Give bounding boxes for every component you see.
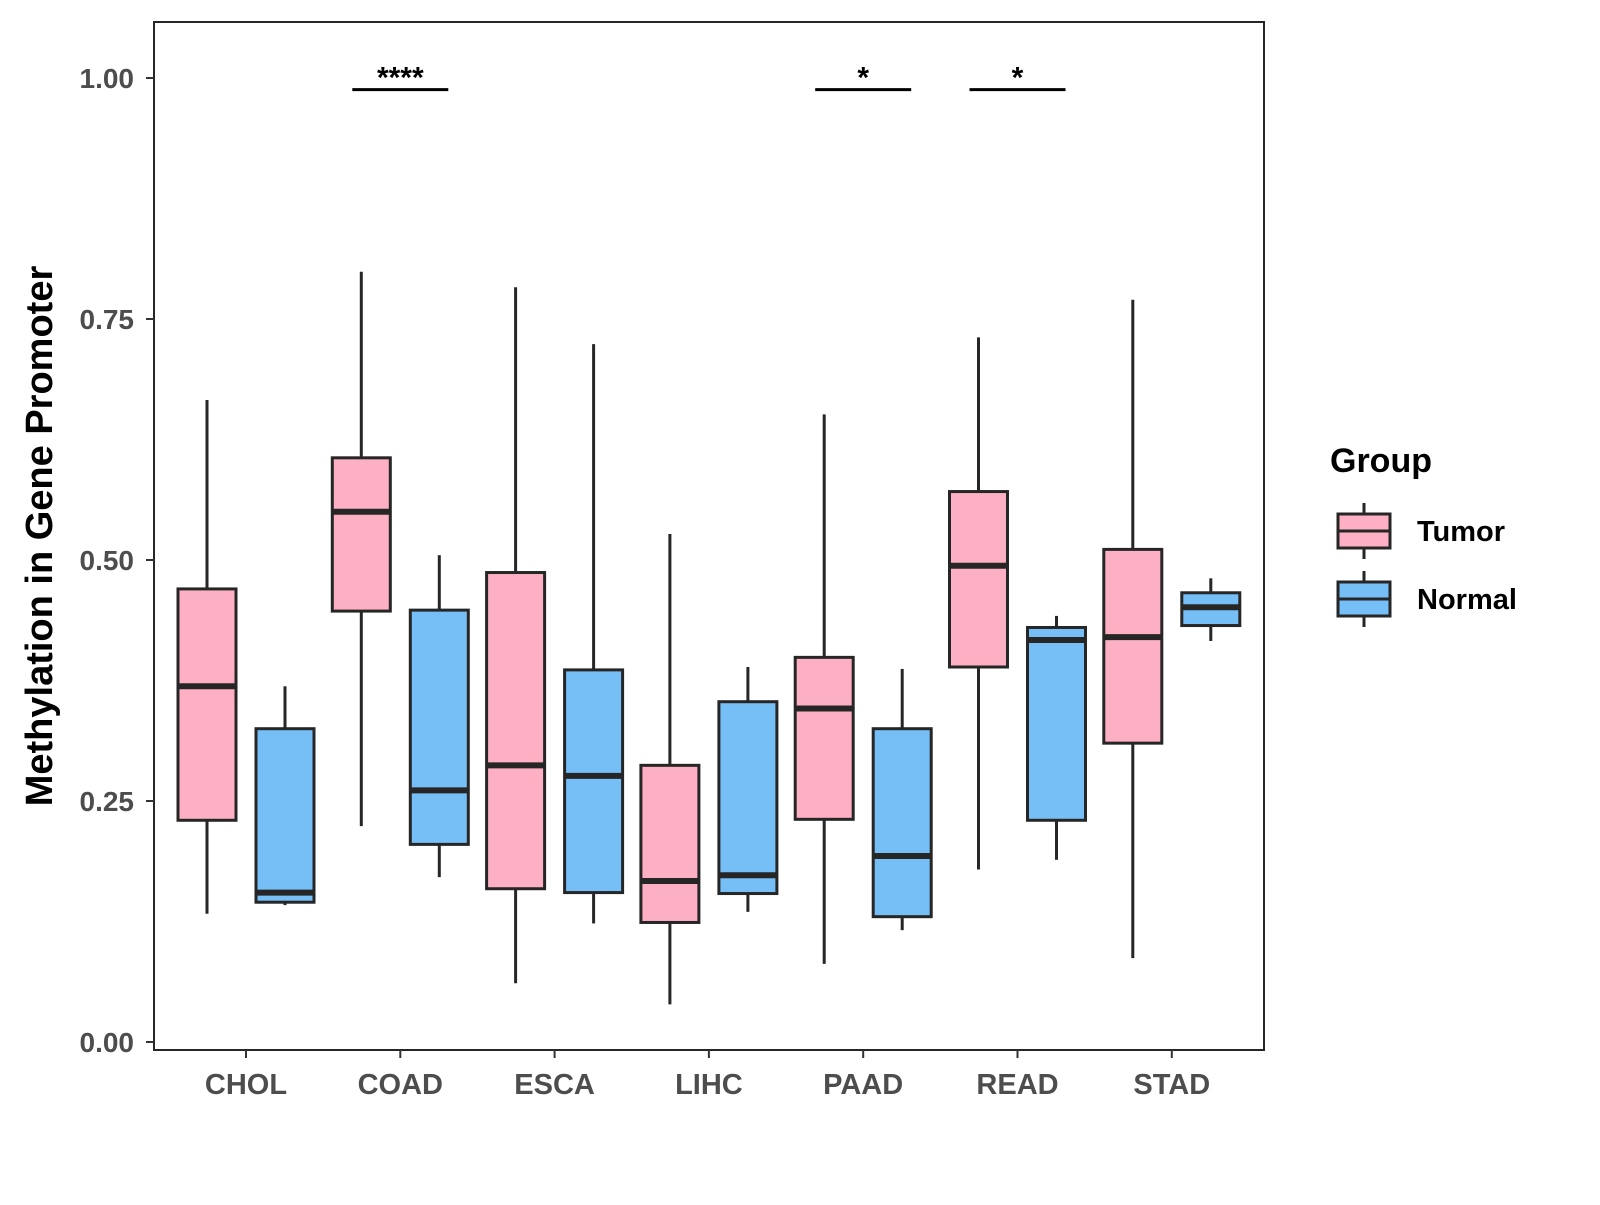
x-tick-label: PAAD xyxy=(823,1069,903,1101)
legend-title: Group xyxy=(1330,442,1432,480)
significance-label: * xyxy=(857,62,869,95)
x-tick-label: STAD xyxy=(1133,1069,1210,1101)
box-tumor-stad xyxy=(1102,299,1164,959)
box-iqr xyxy=(1102,547,1164,745)
y-tick-label: 0.00 xyxy=(80,1027,135,1058)
box-iqr xyxy=(793,655,855,821)
box-iqr xyxy=(717,700,779,896)
boxes xyxy=(176,271,1242,1005)
legend-label: Tumor xyxy=(1417,516,1505,548)
significance-label: * xyxy=(1012,62,1024,95)
box-tumor-coad xyxy=(330,271,392,827)
box-normal-stad xyxy=(1180,578,1242,641)
box-iqr xyxy=(485,571,547,891)
box-normal-read xyxy=(1026,615,1087,860)
x-axis: CHOL COAD ESCA LIHC PAAD READ STAD xyxy=(205,1050,1210,1101)
legend-item-tumor: Tumor xyxy=(1336,503,1505,559)
box-normal-chol xyxy=(254,686,316,906)
x-tick-label: COAD xyxy=(358,1069,443,1101)
box-tumor-chol xyxy=(176,399,238,914)
box-tumor-esca xyxy=(485,287,547,984)
legend: Group Tumor Normal xyxy=(1330,442,1517,627)
y-axis-label: Methylation in Gene Promoter xyxy=(19,266,61,807)
box-normal-coad xyxy=(408,555,470,878)
x-tick-label: CHOL xyxy=(205,1069,287,1101)
y-axis: 0.00 0.25 0.50 0.75 1.00 xyxy=(80,63,154,1058)
box-iqr xyxy=(254,727,316,904)
y-tick-label: 0.25 xyxy=(80,786,135,817)
box-iqr xyxy=(563,668,625,895)
box-normal-paad xyxy=(871,668,933,931)
box-tumor-paad xyxy=(793,414,855,964)
significance-annotations: **** * * xyxy=(352,62,1066,95)
box-iqr xyxy=(176,587,238,822)
box-tumor-read xyxy=(948,337,1009,870)
legend-label: Normal xyxy=(1417,584,1517,616)
box-iqr xyxy=(330,456,392,613)
box-iqr xyxy=(639,763,701,924)
y-tick-label: 0.75 xyxy=(80,304,135,335)
box-iqr xyxy=(871,727,933,919)
plot-panel xyxy=(153,21,1265,1051)
y-tick-label: 1.00 xyxy=(80,63,135,94)
box-tumor-lihc xyxy=(639,533,701,1005)
box-iqr xyxy=(408,608,470,846)
box-normal-lihc xyxy=(717,667,779,912)
y-tick-label: 0.50 xyxy=(80,545,135,576)
box-iqr xyxy=(948,490,1009,669)
legend-item-normal: Normal xyxy=(1336,571,1517,627)
x-tick-label: ESCA xyxy=(514,1069,595,1101)
x-tick-label: LIHC xyxy=(675,1069,743,1101)
x-tick-label: READ xyxy=(976,1069,1058,1101)
significance-label: **** xyxy=(377,62,424,95)
box-normal-esca xyxy=(563,344,625,924)
box-iqr xyxy=(1026,625,1087,822)
